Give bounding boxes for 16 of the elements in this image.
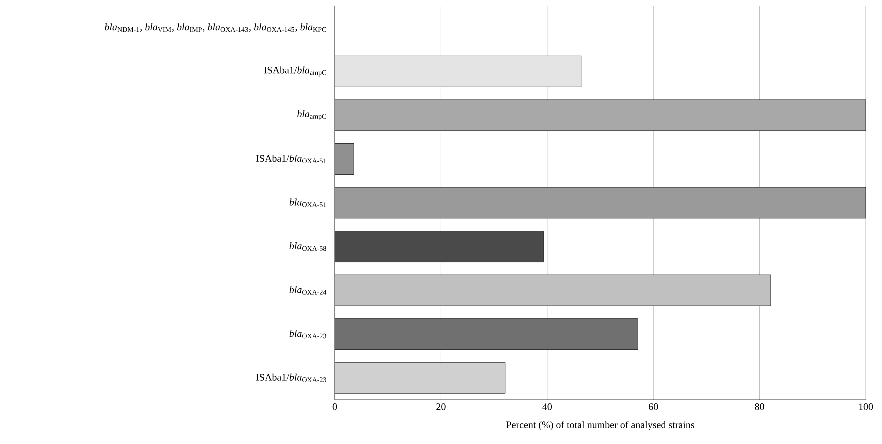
y-tick-label: ISAba1/bla$_{ampC}$ — [264, 66, 326, 77]
y-tick-label: ISAba1/bla$_{OXA-23}$ — [256, 374, 326, 382]
x-tick-label: 0 — [332, 404, 338, 410]
y-tick-label: bla$_{OXA-23}$ — [290, 330, 326, 339]
x-axis-title: Percent (%) of total number of analysed strains — [506, 421, 694, 430]
x-tick-label: 40 — [542, 404, 552, 410]
y-tick-label: bla$_{OXA-24}$ — [290, 286, 327, 295]
x-tick-label: 20 — [436, 404, 446, 410]
y-tick-label: bla$_{OXA-58}$ — [290, 242, 326, 252]
x-tick-label: 80 — [755, 404, 764, 410]
y-tick-label: ISAba1/bla$_{OXA-51}$ — [256, 154, 326, 164]
y-tick-label: bla$_{ampC}$ — [298, 110, 326, 120]
category-label: bla$_{NDM-1}$, bla$_{VIM}$, bla$_{IMP}$, bla$_{OXA-143}$, bla$_{OXA-145}$, bla$_{KPC}$ — [105, 24, 326, 32]
x-tick-label: 100 — [859, 404, 874, 410]
x-tick-label: 60 — [649, 404, 658, 410]
y-tick-label: bla$_{OXA-51}$ — [290, 198, 326, 208]
